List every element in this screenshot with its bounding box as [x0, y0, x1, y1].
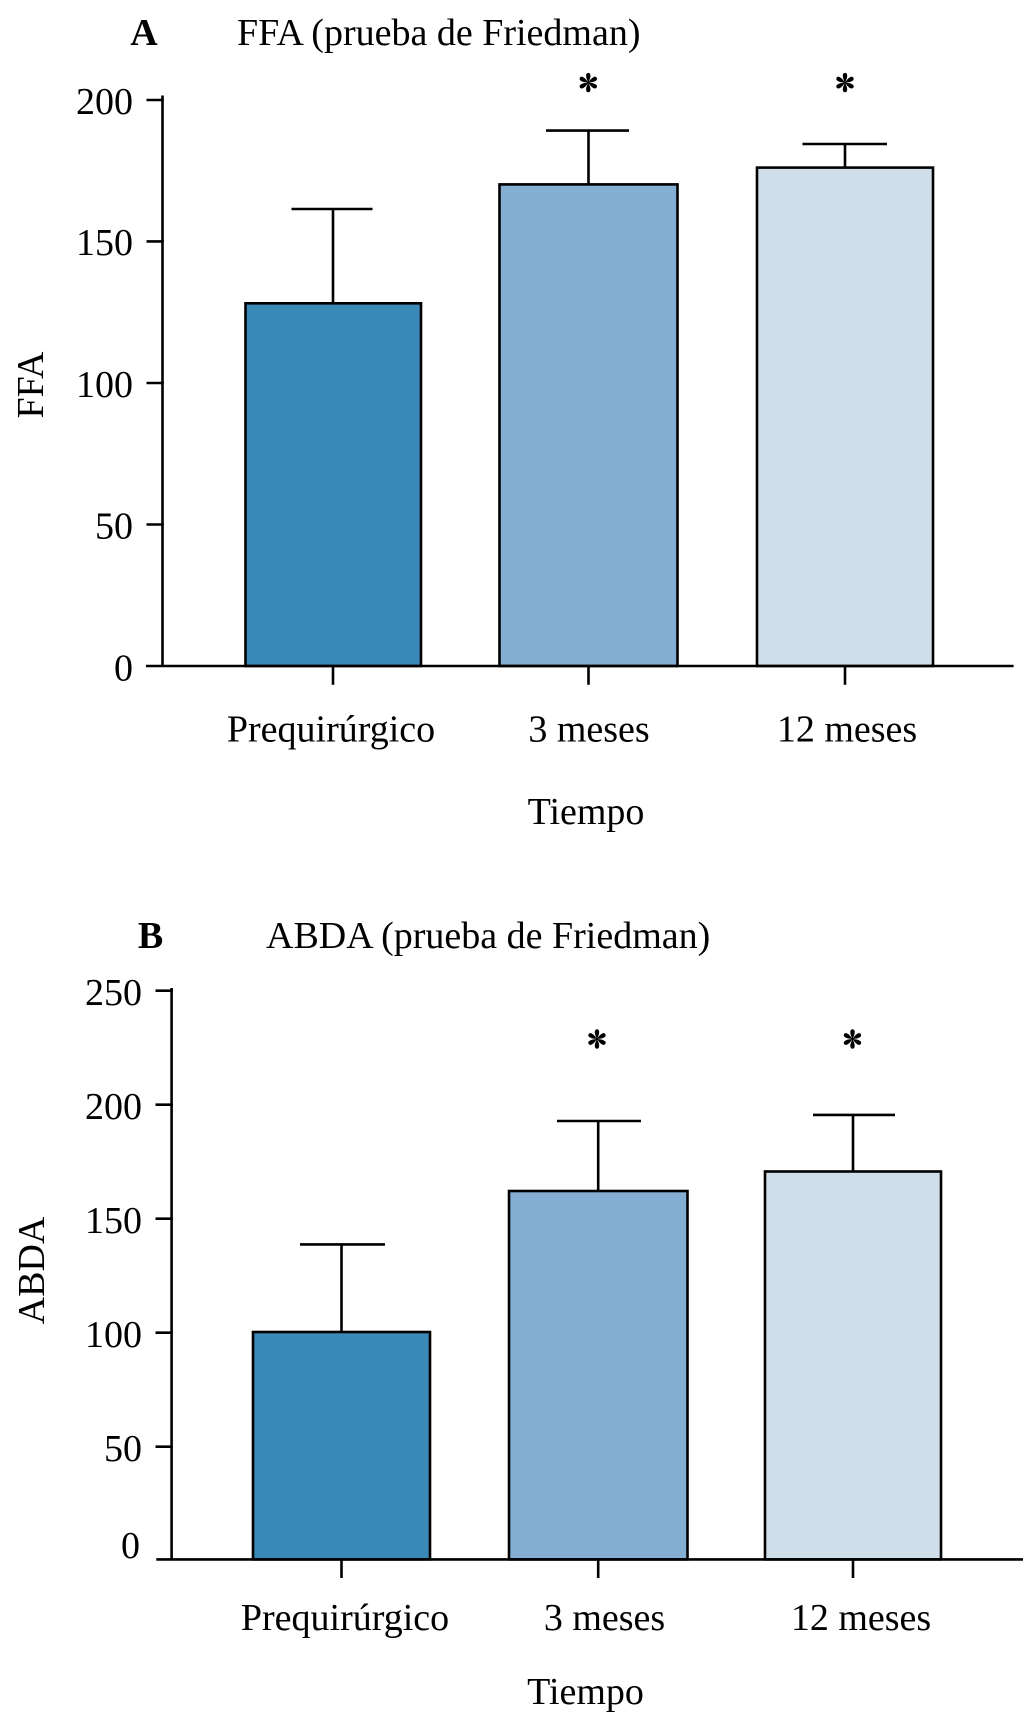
- svg-text:100: 100: [85, 1314, 142, 1356]
- svg-text:50: 50: [95, 505, 133, 547]
- svg-text:FFA: FFA: [10, 351, 52, 418]
- svg-text:ABDA (prueba de Friedman): ABDA (prueba de Friedman): [266, 915, 710, 957]
- svg-text:250: 250: [85, 972, 142, 1014]
- svg-text:100: 100: [76, 364, 133, 406]
- svg-text:ABDA: ABDA: [11, 1216, 53, 1324]
- svg-text:150: 150: [76, 222, 133, 264]
- svg-text:0: 0: [114, 648, 133, 690]
- svg-text:Tiempo: Tiempo: [527, 1671, 644, 1713]
- svg-text:Prequirúrgico: Prequirúrgico: [227, 709, 435, 751]
- svg-text:200: 200: [85, 1086, 142, 1128]
- svg-text:A: A: [130, 12, 158, 54]
- svg-text:50: 50: [104, 1428, 142, 1470]
- svg-text:150: 150: [85, 1200, 142, 1242]
- svg-text:3 meses: 3 meses: [528, 709, 649, 751]
- svg-text:3 meses: 3 meses: [544, 1597, 665, 1639]
- svg-text:200: 200: [76, 81, 133, 123]
- svg-text:B: B: [138, 915, 163, 957]
- svg-text:Prequirúrgico: Prequirúrgico: [241, 1597, 449, 1639]
- svg-text:12 meses: 12 meses: [777, 709, 917, 751]
- svg-text:12 meses: 12 meses: [791, 1597, 931, 1639]
- svg-text:0: 0: [121, 1525, 140, 1567]
- svg-text:Tiempo: Tiempo: [528, 791, 645, 833]
- svg-text:FFA (prueba de Friedman): FFA (prueba de Friedman): [237, 12, 641, 54]
